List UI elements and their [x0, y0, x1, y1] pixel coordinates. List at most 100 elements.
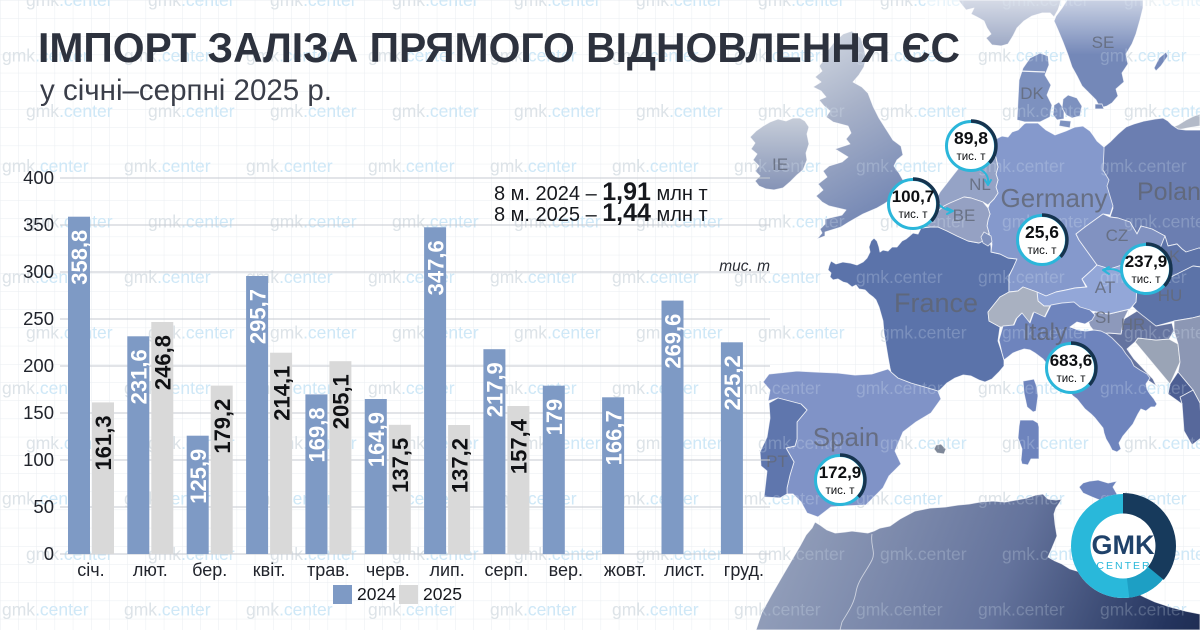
svg-text:gmk.center: gmk.center [2, 599, 89, 619]
svg-text:gmk.center: gmk.center [1002, 101, 1089, 121]
svg-text:тис. т: тис. т [1131, 274, 1161, 286]
svg-text:gmk.center: gmk.center [1124, 101, 1200, 121]
svg-text:gmk.center: gmk.center [1002, 0, 1089, 10]
svg-text:2024: 2024 [357, 584, 396, 604]
svg-text:gmk.center: gmk.center [734, 599, 821, 619]
svg-text:gmk.center: gmk.center [246, 156, 333, 176]
svg-text:gmk.center: gmk.center [758, 101, 845, 121]
svg-text:125,9: 125,9 [186, 449, 211, 504]
svg-text:Germany: Germany [1001, 183, 1108, 213]
svg-text:246,8: 246,8 [151, 335, 176, 390]
svg-text:gmk.center: gmk.center [514, 101, 601, 121]
svg-text:gmk.center: gmk.center [636, 0, 723, 10]
svg-text:тис. т: тис. т [719, 258, 770, 275]
svg-text:gmk.center: gmk.center [246, 156, 333, 176]
svg-text:50: 50 [33, 496, 54, 517]
svg-text:350: 350 [23, 214, 54, 235]
svg-text:gmk.center: gmk.center [856, 45, 943, 65]
svg-text:gmk.center: gmk.center [392, 0, 479, 10]
svg-text:gmk.center: gmk.center [514, 0, 601, 10]
svg-text:HR: HR [1121, 315, 1146, 334]
svg-text:gmk.center: gmk.center [490, 267, 577, 287]
svg-text:gmk.center: gmk.center [2, 45, 89, 65]
svg-text:8 м. 2025 – 1,44 млн т: 8 м. 2025 – 1,44 млн т [494, 199, 708, 227]
svg-text:gmk.center: gmk.center [246, 45, 333, 65]
svg-text:gmk.center: gmk.center [758, 0, 845, 10]
svg-text:gmk.center: gmk.center [978, 378, 1065, 398]
svg-text:gmk.center: gmk.center [148, 212, 235, 232]
svg-text:gmk.center: gmk.center [124, 156, 211, 176]
svg-text:269,6: 269,6 [661, 314, 686, 369]
svg-text:gmk.center: gmk.center [514, 212, 601, 232]
svg-text:gmk.center: gmk.center [1124, 101, 1200, 121]
svg-text:gmk.center: gmk.center [368, 599, 455, 619]
svg-text:gmk.center: gmk.center [612, 599, 699, 619]
svg-text:BE: BE [953, 206, 976, 225]
svg-text:gmk.center: gmk.center [392, 101, 479, 121]
svg-text:gmk.center: gmk.center [734, 156, 821, 176]
svg-text:gmk.center: gmk.center [270, 212, 357, 232]
svg-text:gmk.center: gmk.center [2, 378, 89, 398]
svg-text:gmk.center: gmk.center [26, 101, 113, 121]
svg-text:gmk.center: gmk.center [514, 0, 601, 10]
svg-text:gmk.center: gmk.center [270, 101, 357, 121]
svg-text:gmk.center: gmk.center [2, 156, 89, 176]
svg-text:137,2: 137,2 [447, 438, 472, 493]
svg-text:тис. т: тис. т [1027, 245, 1057, 257]
svg-text:gmk.center: gmk.center [2, 599, 89, 619]
svg-text:ІМПОРТ ЗАЛІЗА ПРЯМОГО ВІДНОВЛЕ: ІМПОРТ ЗАЛІЗА ПРЯМОГО ВІДНОВЛЕННЯ ЄС [38, 24, 960, 71]
svg-text:gmk.center: gmk.center [270, 322, 357, 342]
svg-text:gmk.center: gmk.center [392, 101, 479, 121]
svg-text:400: 400 [23, 167, 54, 188]
svg-text:Poland: Poland [1137, 178, 1200, 206]
svg-text:gmk.center: gmk.center [1002, 544, 1089, 564]
svg-text:тис. т: тис. т [1056, 373, 1086, 385]
svg-text:gmk.center: gmk.center [734, 378, 821, 398]
svg-text:бер.: бер. [192, 560, 227, 580]
svg-text:gmk.center: gmk.center [148, 0, 235, 10]
svg-text:gmk.center: gmk.center [270, 0, 357, 10]
svg-text:тис. т: тис. т [956, 151, 986, 163]
svg-text:200: 200 [23, 355, 54, 376]
svg-text:gmk.center: gmk.center [1100, 45, 1187, 65]
svg-text:gmk.center: gmk.center [148, 101, 235, 121]
svg-text:157,4: 157,4 [507, 418, 532, 474]
svg-text:gmk.center: gmk.center [758, 433, 845, 453]
svg-text:358,8: 358,8 [67, 230, 92, 285]
svg-text:gmk.center: gmk.center [490, 45, 577, 65]
svg-text:gmk.center: gmk.center [514, 212, 601, 232]
svg-text:gmk.center: gmk.center [1124, 322, 1200, 342]
svg-text:DK: DK [1020, 84, 1044, 103]
svg-text:gmk.center: gmk.center [368, 45, 455, 65]
svg-text:214,1: 214,1 [269, 366, 294, 421]
svg-text:серп.: серп. [485, 560, 529, 580]
svg-text:gmk.center: gmk.center [978, 489, 1065, 509]
svg-text:683,6: 683,6 [1050, 351, 1093, 370]
svg-text:gmk.center: gmk.center [2, 489, 89, 509]
svg-text:PT: PT [766, 452, 788, 471]
svg-text:gmk.center: gmk.center [612, 156, 699, 176]
svg-text:IE: IE [772, 155, 788, 174]
svg-text:gmk.center: gmk.center [2, 45, 89, 65]
svg-text:gmk.center: gmk.center [880, 322, 967, 342]
svg-text:gmk.center: gmk.center [1002, 322, 1089, 342]
svg-text:gmk.center: gmk.center [758, 0, 845, 10]
svg-text:179,2: 179,2 [210, 399, 235, 454]
svg-text:gmk.center: gmk.center [636, 0, 723, 10]
svg-text:0: 0 [44, 543, 54, 564]
svg-text:CENTER: CENTER [1096, 560, 1151, 572]
svg-text:gmk.center: gmk.center [1124, 433, 1200, 453]
svg-text:gmk.center: gmk.center [880, 544, 967, 564]
svg-text:gmk.center: gmk.center [758, 322, 845, 342]
svg-text:лют.: лют. [133, 560, 168, 580]
svg-text:gmk.center: gmk.center [612, 267, 699, 287]
svg-text:gmk.center: gmk.center [124, 267, 211, 287]
svg-text:gmk.center: gmk.center [490, 156, 577, 176]
svg-text:gmk.center: gmk.center [368, 599, 455, 619]
svg-text:gmk.center: gmk.center [880, 101, 967, 121]
svg-text:150: 150 [23, 402, 54, 423]
svg-text:лист.: лист. [664, 560, 705, 580]
svg-text:237,9: 237,9 [1125, 252, 1168, 271]
svg-text:gmk.center: gmk.center [1100, 378, 1187, 398]
svg-text:Italy: Italy [1023, 319, 1067, 346]
